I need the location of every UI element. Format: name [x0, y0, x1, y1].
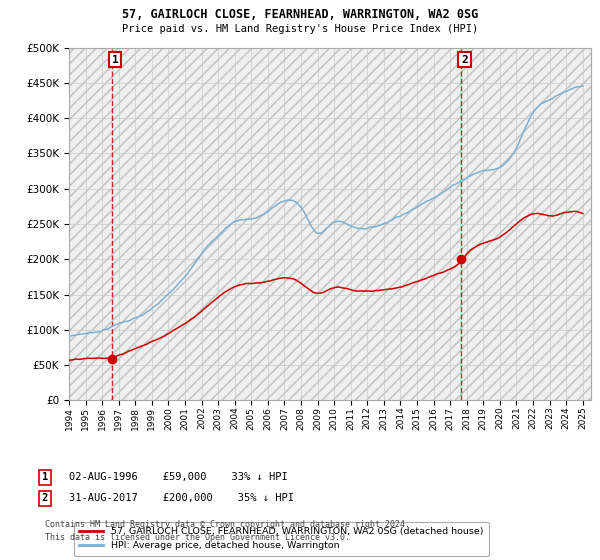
Text: 31-AUG-2017    £200,000    35% ↓ HPI: 31-AUG-2017 £200,000 35% ↓ HPI [69, 493, 294, 503]
Text: 1: 1 [42, 472, 48, 482]
Text: This data is licensed under the Open Government Licence v3.0.: This data is licensed under the Open Gov… [45, 533, 350, 542]
Text: Price paid vs. HM Land Registry's House Price Index (HPI): Price paid vs. HM Land Registry's House … [122, 24, 478, 34]
Text: 02-AUG-1996    £59,000    33% ↓ HPI: 02-AUG-1996 £59,000 33% ↓ HPI [69, 472, 288, 482]
Text: 2: 2 [42, 493, 48, 503]
Text: 2: 2 [461, 55, 468, 64]
Text: 1: 1 [112, 55, 118, 64]
Text: 57, GAIRLOCH CLOSE, FEARNHEAD, WARRINGTON, WA2 0SG: 57, GAIRLOCH CLOSE, FEARNHEAD, WARRINGTO… [122, 8, 478, 21]
Legend: 57, GAIRLOCH CLOSE, FEARNHEAD, WARRINGTON, WA2 0SG (detached house), HPI: Averag: 57, GAIRLOCH CLOSE, FEARNHEAD, WARRINGTO… [74, 521, 489, 556]
Text: Contains HM Land Registry data © Crown copyright and database right 2024.: Contains HM Land Registry data © Crown c… [45, 520, 410, 529]
